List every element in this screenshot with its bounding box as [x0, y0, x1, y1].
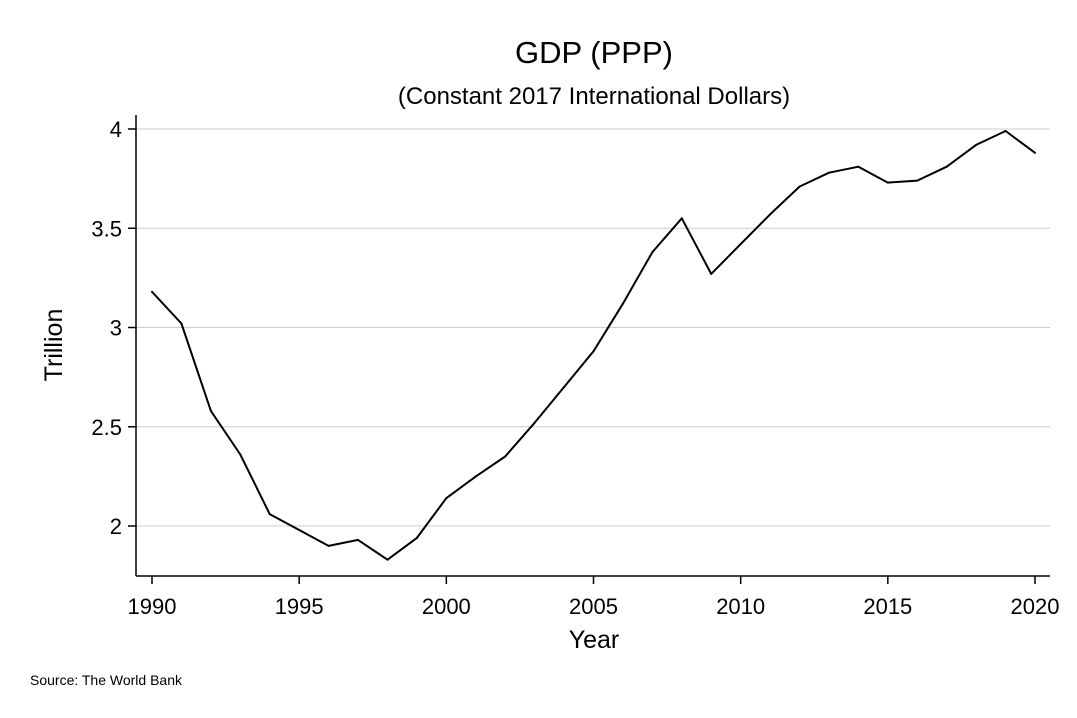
data-point [857, 165, 860, 168]
data-point [239, 453, 242, 456]
x-tick-label: 2005 [569, 594, 618, 619]
data-point [415, 536, 418, 539]
data-point [357, 538, 360, 541]
x-tick-label: 2020 [1011, 594, 1060, 619]
data-point [680, 217, 683, 220]
data-point [945, 165, 948, 168]
data-point [769, 213, 772, 216]
data-point [710, 272, 713, 275]
chart-subtitle: (Constant 2017 International Dollars) [398, 83, 790, 110]
data-point [975, 143, 978, 146]
data-point [298, 528, 301, 531]
x-tick-label: 1995 [275, 594, 324, 619]
data-point [621, 302, 624, 305]
data-point [445, 497, 448, 500]
gridlines [136, 128, 1050, 527]
data-point [533, 421, 536, 424]
data-point [827, 171, 830, 174]
y-tick-label: 3 [110, 316, 122, 341]
x-tick-label: 1990 [128, 594, 177, 619]
y-axis-title: Trillion [40, 309, 68, 382]
y-tick-label: 2.5 [91, 415, 122, 440]
data-point [651, 251, 654, 254]
data-point [1004, 129, 1007, 132]
data-point [386, 558, 389, 561]
series-line [151, 130, 1036, 561]
x-tick-label: 2010 [716, 594, 765, 619]
x-ticks: 1990 1995 2000 2005 2010 2015 2020 [128, 576, 1060, 619]
x-tick-label: 2015 [863, 594, 912, 619]
data-point [592, 350, 595, 353]
axes [135, 115, 1050, 577]
x-axis-title: Year [569, 626, 620, 654]
data-point [209, 409, 212, 412]
data-point [268, 513, 271, 516]
data-point [739, 243, 742, 246]
x-tick-label: 2000 [422, 594, 471, 619]
data-point [504, 455, 507, 458]
data-point [1034, 151, 1036, 154]
data-point [327, 544, 330, 547]
data-point [798, 185, 801, 188]
data-point [563, 386, 566, 389]
y-tick-label: 4 [110, 117, 122, 142]
y-tick-label: 2 [110, 514, 122, 539]
data-point [916, 179, 919, 182]
source-note: Source: The World Bank [30, 672, 183, 688]
data-point [474, 475, 477, 478]
y-tick-label: 3.5 [91, 216, 122, 241]
data-point [180, 322, 183, 325]
y-ticks: 2 2.5 3 3.5 4 [91, 117, 136, 539]
data-point [886, 181, 889, 184]
chart-title: GDP (PPP) [515, 35, 673, 70]
series-layer [151, 129, 1036, 561]
data-point [151, 290, 153, 293]
